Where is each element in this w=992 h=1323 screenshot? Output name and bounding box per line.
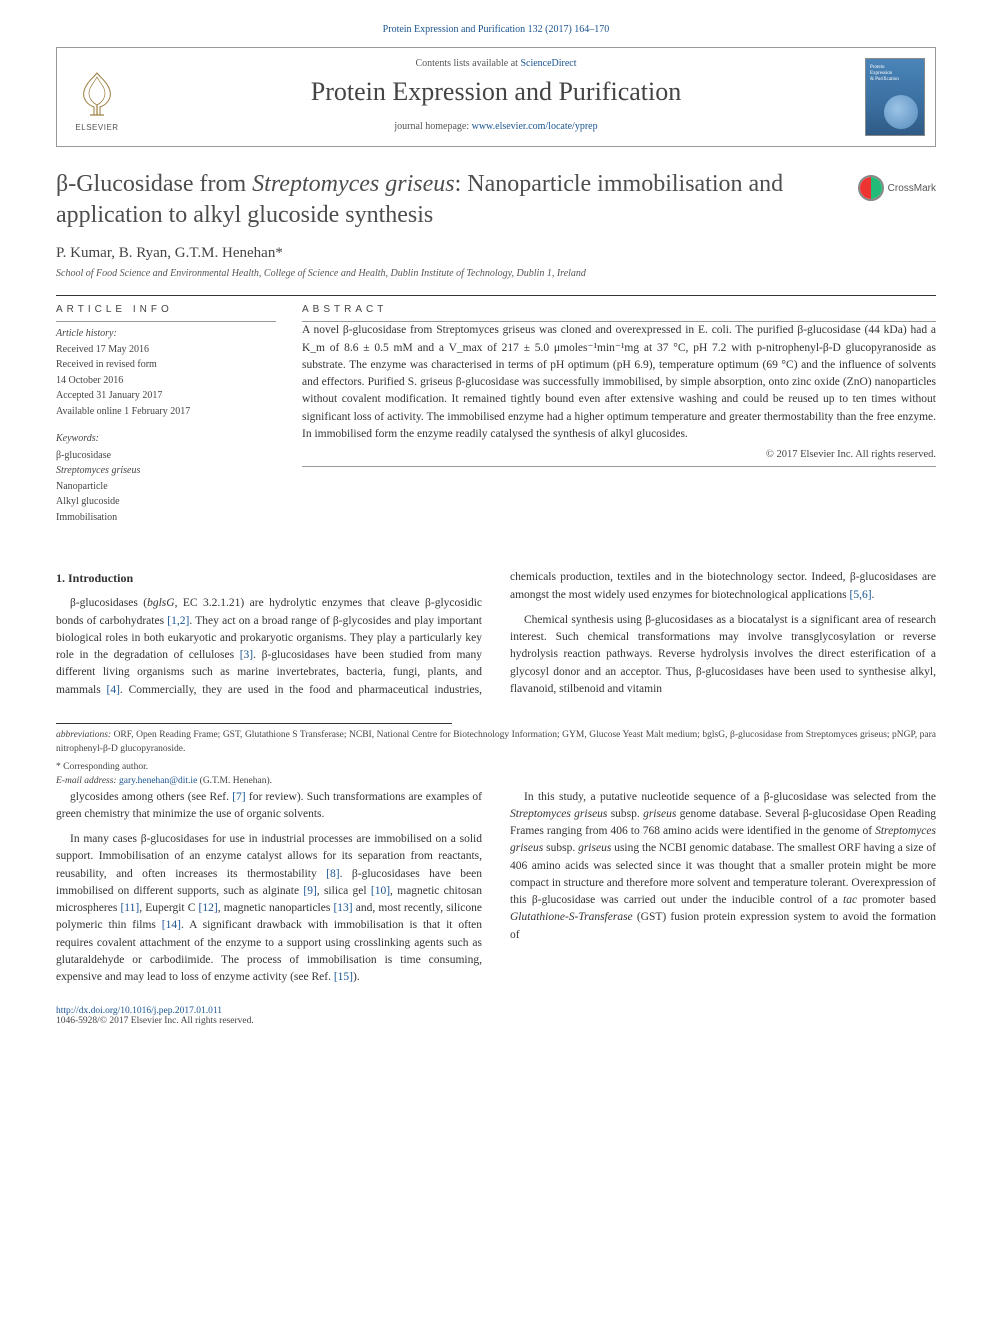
history-line: Available online 1 February 2017: [56, 404, 276, 420]
keyword: β-glucosidase: [56, 448, 276, 464]
email-label: E-mail address:: [56, 776, 119, 786]
abstract-text: A novel β-glucosidase from Streptomyces …: [302, 322, 936, 443]
rule-abs-bottom: [302, 466, 936, 467]
doi-link[interactable]: http://dx.doi.org/10.1016/j.pep.2017.01.…: [56, 1006, 222, 1016]
body-paragraph: Chemical synthesis using β-glucosidases …: [510, 612, 936, 698]
article-title: β-Glucosidase from Streptomyces griseus:…: [56, 169, 848, 231]
keyword: Streptomyces griseus: [56, 463, 276, 479]
contents-prefix: Contents lists available at: [415, 58, 520, 69]
keyword: Alkyl glucoside: [56, 494, 276, 510]
rule-info: [56, 321, 276, 322]
cover-line3: & Purification: [870, 77, 899, 82]
publisher-block: ELSEVIER: [57, 48, 137, 146]
issn-copyright: 1046-5928/© 2017 Elsevier Inc. All right…: [56, 1016, 254, 1026]
elsevier-tree-icon: [74, 69, 120, 119]
cover-line1: Protein: [870, 65, 884, 70]
history-heading: Article history:: [56, 326, 276, 342]
article-info-label: ARTICLE INFO: [56, 296, 276, 321]
running-citation: Protein Expression and Purification 132 …: [56, 24, 936, 35]
homepage-prefix: journal homepage:: [394, 121, 471, 132]
body-text: 1. Introduction β-glucosidases (bglsG, E…: [56, 569, 936, 986]
abbr-text: ORF, Open Reading Frame; GST, Glutathion…: [56, 730, 936, 754]
history-line: 14 October 2016: [56, 373, 276, 389]
email-person: (G.T.M. Henehan).: [197, 776, 272, 786]
journal-title: Protein Expression and Purification: [145, 77, 847, 107]
abstract-label: ABSTRACT: [302, 296, 936, 321]
page-footer: http://dx.doi.org/10.1016/j.pep.2017.01.…: [56, 1006, 936, 1026]
homepage-line: journal homepage: www.elsevier.com/locat…: [145, 121, 847, 132]
abstract-column: ABSTRACT A novel β-glucosidase from Stre…: [302, 296, 936, 525]
abbreviations: abbreviations: ORF, Open Reading Frame; …: [56, 728, 936, 757]
email-line: E-mail address: gary.henehan@dit.ie (G.T…: [56, 774, 936, 788]
body-paragraph: glycosides among others (see Ref. [7] fo…: [56, 789, 482, 824]
keyword: Nanoparticle: [56, 479, 276, 495]
history-line: Received 17 May 2016: [56, 342, 276, 358]
sciencedirect-link[interactable]: ScienceDirect: [520, 58, 576, 69]
footnote-block: abbreviations: ORF, Open Reading Frame; …: [56, 723, 936, 789]
article-info-column: ARTICLE INFO Article history: Received 1…: [56, 296, 276, 525]
corresponding-author: * Corresponding author.: [56, 760, 936, 774]
history-line: Accepted 31 January 2017: [56, 388, 276, 404]
body-paragraph: In many cases β-glucosidases for use in …: [56, 831, 482, 986]
publisher-name: ELSEVIER: [75, 123, 118, 132]
journal-header: ELSEVIER Contents lists available at Sci…: [56, 47, 936, 147]
crossmark-badge[interactable]: CrossMark: [858, 169, 936, 201]
abstract-copyright: © 2017 Elsevier Inc. All rights reserved…: [302, 449, 936, 460]
cover-art-icon: [884, 95, 918, 129]
journal-homepage-link[interactable]: www.elsevier.com/locate/yprep: [472, 121, 598, 132]
email-link[interactable]: gary.henehan@dit.ie: [119, 776, 197, 786]
footnote-rule: [56, 723, 452, 724]
body-paragraph: In this study, a putative nucleotide seq…: [510, 789, 936, 944]
cover-line2: Expression: [870, 71, 892, 76]
crossmark-icon: [858, 175, 884, 201]
abbr-label: abbreviations:: [56, 730, 111, 740]
crossmark-label: CrossMark: [888, 183, 936, 194]
cover-block: Protein Expression & Purification: [855, 48, 935, 146]
keywords-heading: Keywords:: [56, 431, 276, 447]
header-center: Contents lists available at ScienceDirec…: [137, 48, 855, 146]
contents-list-line: Contents lists available at ScienceDirec…: [145, 58, 847, 69]
author-list: P. Kumar, B. Ryan, G.T.M. Henehan*: [56, 245, 936, 262]
journal-cover-thumbnail: Protein Expression & Purification: [865, 58, 925, 136]
history-line: Received in revised form: [56, 357, 276, 373]
section-heading: 1. Introduction: [56, 569, 482, 587]
keyword: Immobilisation: [56, 510, 276, 526]
affiliation: School of Food Science and Environmental…: [56, 268, 936, 279]
